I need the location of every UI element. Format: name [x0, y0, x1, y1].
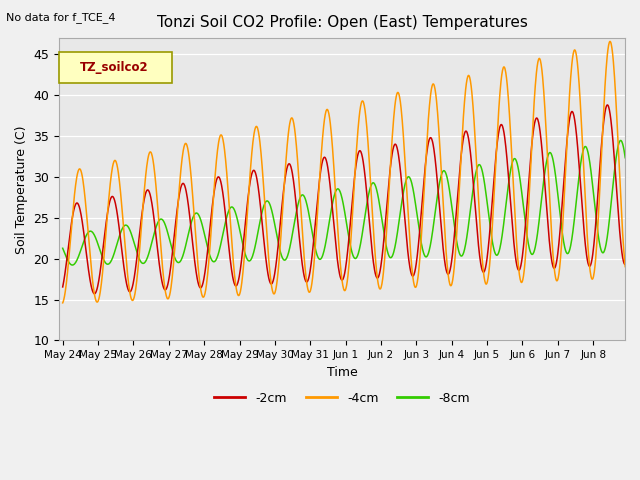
Title: Tonzi Soil CO2 Profile: Open (East) Temperatures: Tonzi Soil CO2 Profile: Open (East) Temp… — [157, 15, 527, 30]
FancyBboxPatch shape — [59, 52, 172, 84]
X-axis label: Time: Time — [326, 366, 358, 379]
Y-axis label: Soil Temperature (C): Soil Temperature (C) — [15, 125, 28, 253]
Legend: -2cm, -4cm, -8cm: -2cm, -4cm, -8cm — [209, 387, 475, 410]
Text: No data for f_TCE_4: No data for f_TCE_4 — [6, 12, 116, 23]
Text: TZ_soilco2: TZ_soilco2 — [80, 61, 149, 74]
